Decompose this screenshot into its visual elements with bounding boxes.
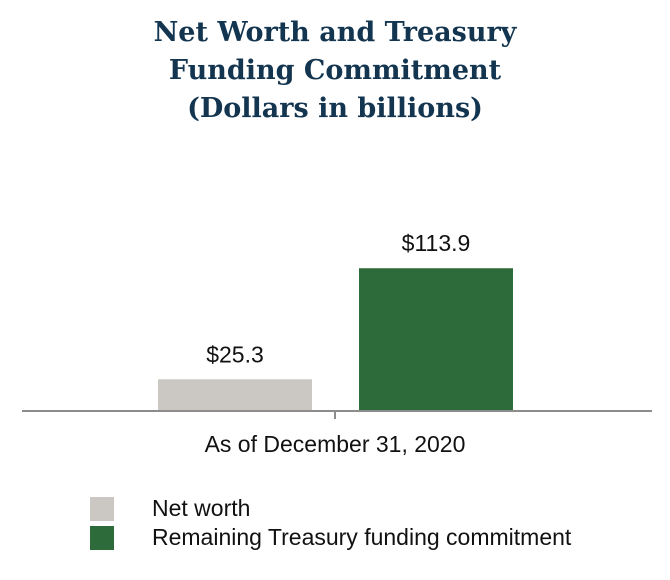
legend-label-treasury-commitment: Remaining Treasury funding commitment (152, 524, 572, 550)
legend-label-net-worth: Net worth (152, 495, 251, 521)
chart-title-line-2: Funding Commitment (168, 55, 502, 86)
legend-swatch-net-worth (90, 496, 114, 521)
legend-swatch-treasury-commitment (90, 525, 114, 550)
chart-title: Net Worth and Treasury Funding Commitmen… (0, 14, 670, 128)
chart-title-line-3: (Dollars in billions) (187, 93, 483, 124)
chart-title-line-1: Net Worth and Treasury (153, 17, 517, 48)
data-label-net-worth: $25.3 (206, 341, 264, 367)
bar-treasury-commitment (359, 268, 513, 411)
legend: Net worth Remaining Treasury funding com… (90, 494, 571, 552)
bar-net-worth (158, 379, 312, 411)
legend-item-net-worth: Net worth (90, 494, 571, 523)
legend-item-treasury-commitment: Remaining Treasury funding commitment (90, 523, 571, 552)
data-label-treasury-commitment: $113.9 (402, 230, 471, 256)
x-tick-label: As of December 31, 2020 (205, 431, 466, 457)
